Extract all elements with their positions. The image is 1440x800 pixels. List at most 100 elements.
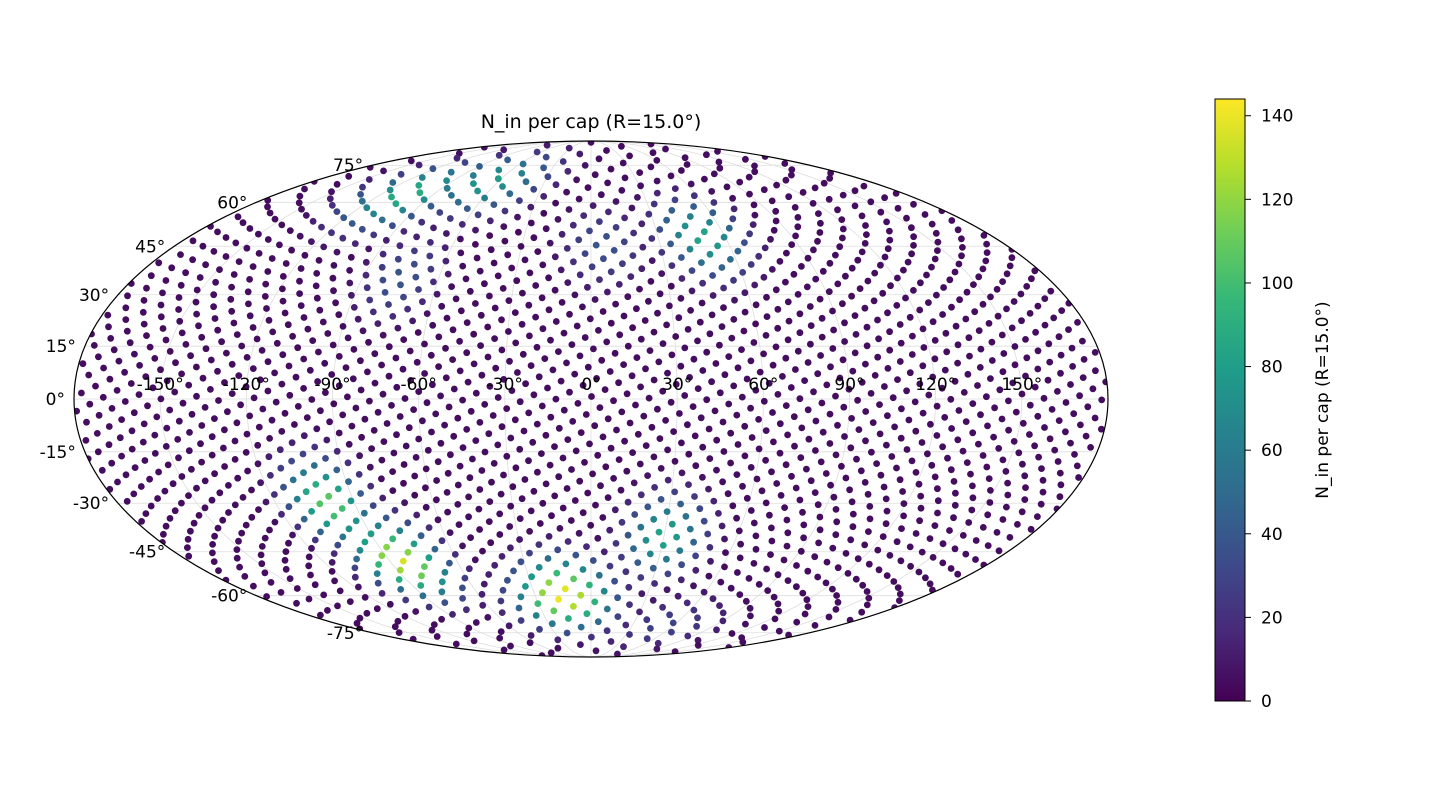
scatter-point [762,499,770,507]
scatter-point [866,503,874,510]
scatter-point [530,234,538,242]
scatter-point [400,293,407,301]
scatter-point [178,370,186,378]
scatter-point [568,466,575,473]
longitude-tick-label: -120° [223,375,270,395]
scatter-point [479,601,487,609]
scatter-point [350,346,358,353]
scatter-point [730,316,738,323]
scatter-point [308,238,315,246]
scatter-point [1056,493,1064,501]
scatter-point [621,437,628,445]
scatter-point [706,544,714,551]
scatter-point [718,264,726,271]
scatter-point [330,512,338,520]
scatter-point [646,347,654,354]
scatter-point [411,472,419,480]
scatter-point [727,459,734,467]
scatter-point [328,371,336,378]
scatter-point [176,317,184,325]
scatter-point [684,632,692,640]
scatter-point [768,197,776,205]
scatter-point [301,251,309,259]
scatter-point [1009,379,1017,387]
scatter-point [279,297,287,305]
scatter-point [979,524,987,531]
scatter-point [328,568,336,575]
scatter-point [816,229,824,236]
scatter-point [950,514,957,522]
scatter-point [1004,491,1012,499]
scatter-point [345,525,353,533]
scatter-point [471,556,479,564]
scatter-point [797,547,805,555]
scatter-point [782,354,790,362]
scatter-point [214,367,221,375]
scatter-point [212,278,220,286]
scatter-point [844,570,852,577]
scatter-point [968,506,976,514]
scatter-point [420,196,428,204]
scatter-point [539,325,547,333]
scatter-point [1008,254,1016,262]
scatter-point [816,295,824,303]
scatter-point [700,228,708,236]
scatter-point [457,249,465,257]
scatter-point [643,616,651,624]
scatter-point [577,623,585,631]
scatter-point [987,375,994,382]
scatter-point [501,207,509,215]
scatter-point [147,272,155,280]
scatter-point [405,424,413,432]
scatter-point [589,202,597,210]
scatter-point [798,263,805,270]
scatter-point [800,521,808,529]
scatter-point [834,598,842,606]
scatter-point [624,531,632,539]
scatter-point [198,422,206,429]
scatter-point [979,300,987,308]
scatter-point [1089,385,1097,393]
scatter-point [166,515,174,522]
scatter-point [325,492,333,500]
scatter-point [314,378,321,385]
scatter-point [604,179,611,187]
scatter-point [470,360,478,368]
scatter-point [650,515,658,523]
scatter-point [352,517,360,525]
scatter-point [463,349,471,357]
scatter-point [428,626,436,634]
scatter-point [1005,426,1012,434]
scatter-point [929,373,937,381]
scatter-point [903,214,910,222]
scatter-point [385,343,393,351]
scatter-point [187,352,195,360]
scatter-point [547,413,555,421]
scatter-point [690,355,698,363]
scatter-point [293,585,301,592]
scatter-point [948,425,955,432]
scatter-point [277,464,285,472]
scatter-point [810,246,817,254]
scatter-point [434,516,442,524]
scatter-point [266,209,274,217]
scatter-point [700,588,708,596]
scatter-point [83,418,90,426]
scatter-point [657,496,665,503]
scatter-point [704,530,712,538]
scatter-point [588,633,595,641]
scatter-point [285,503,293,511]
scatter-point [95,353,102,361]
scatter-point [750,560,758,567]
scatter-point [911,398,919,406]
scatter-point [678,469,686,477]
scatter-point [865,560,873,568]
scatter-point [751,281,759,289]
scatter-point [804,254,812,262]
scatter-point [922,574,929,582]
scatter-point [320,591,328,599]
scatter-point [1019,419,1027,427]
scatter-point [481,448,489,456]
scatter-point [897,557,905,565]
scatter-point [149,384,157,392]
